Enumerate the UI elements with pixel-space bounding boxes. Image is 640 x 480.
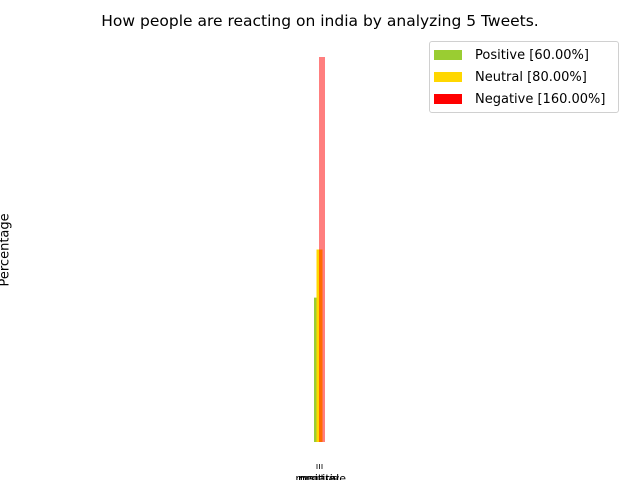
x-tick-label-neutral: neutral <box>300 472 339 480</box>
bar-negative <box>319 57 325 442</box>
legend-swatch-neutral <box>434 72 462 82</box>
chart-title: How people are reacting on india by anal… <box>101 12 539 30</box>
legend-item-negative: Negative [160.00%] <box>430 88 618 110</box>
legend-label-positive: Positive [60.00%] <box>475 47 589 63</box>
legend: Positive [60.00%] Neutral [80.00%] Negat… <box>429 41 619 113</box>
legend-label-negative: Negative [160.00%] <box>475 91 606 107</box>
legend-item-positive: Positive [60.00%] <box>430 44 618 66</box>
x-tick-label-positive: positive <box>295 472 338 480</box>
x-tick-label-negative: negative <box>298 472 346 480</box>
legend-swatch-negative <box>434 94 462 104</box>
legend-item-neutral: Neutral [80.00%] <box>430 66 618 88</box>
legend-swatch-positive <box>434 50 462 60</box>
legend-label-neutral: Neutral [80.00%] <box>475 69 587 85</box>
